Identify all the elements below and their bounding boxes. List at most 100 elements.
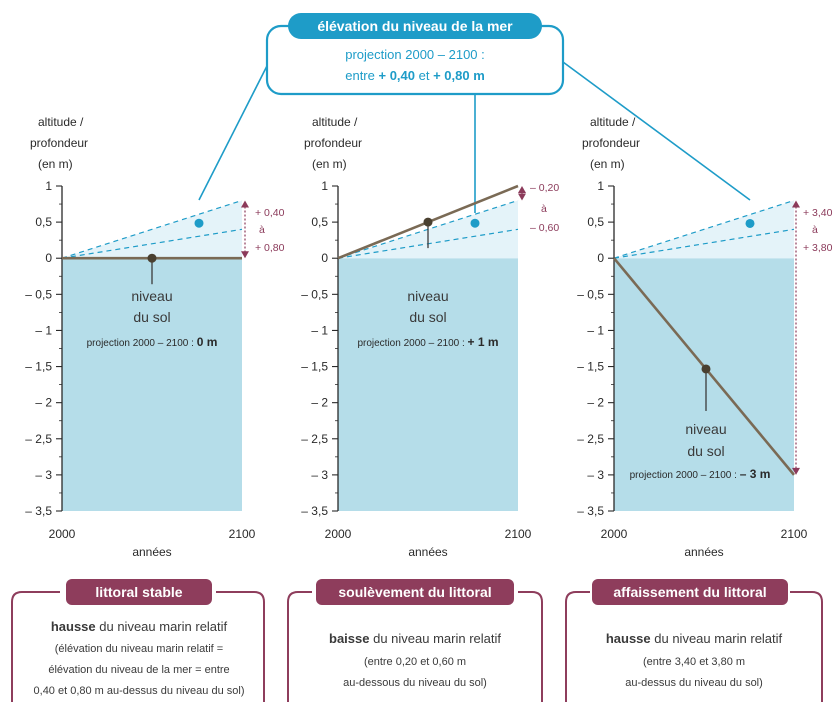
- panel-1-y-tick-label: – 2,5: [25, 432, 52, 446]
- card-1-border-right: [216, 591, 265, 702]
- panel-1-ground-1: niveau: [131, 288, 172, 304]
- panel-3-x-start: 2000: [601, 527, 628, 541]
- panel-1-ann-1: + 0,40: [255, 207, 285, 219]
- card-2-title-bg: [316, 579, 514, 605]
- panel-1-x-end: 2100: [229, 527, 256, 541]
- panel-2-y-tick-label: 0,5: [311, 215, 328, 229]
- panel-1-ground-dot: [147, 253, 157, 263]
- panel-3-delta-arrow-head-bottom: [792, 467, 800, 475]
- panel-2-delta-arrow-head-bottom: [518, 193, 526, 201]
- panel-3-y-tick-label: – 1: [587, 323, 604, 337]
- panel-1-y-tick-label: – 3,5: [25, 504, 52, 518]
- panel-1-delta-arrow-head-top: [241, 200, 249, 208]
- panel-1-ylabel-3: (en m): [38, 157, 73, 171]
- panel-1-y-tick-label: – 1: [35, 323, 52, 337]
- connector-line-1: [198, 59, 271, 201]
- card-3-line-1: (entre 3,40 et 3,80 m: [643, 656, 745, 668]
- panel-2-x-end: 2100: [505, 527, 532, 541]
- card-3-title: affaissement du littoral: [613, 584, 766, 600]
- panel-1-ylabel-2: profondeur: [30, 136, 88, 150]
- panel-3-y-tick-label: – 0,5: [577, 287, 604, 301]
- panel-2-y-tick-label: – 0,5: [301, 287, 328, 301]
- panel-1-ann-2: à: [259, 224, 265, 236]
- panel-3-projection-high: [613, 199, 795, 259]
- panel-3-ground-1: niveau: [685, 421, 726, 437]
- card-1-title: littoral stable: [95, 584, 182, 600]
- panel-2-x-start: 2000: [325, 527, 352, 541]
- panel-3-ann-2: à: [812, 224, 818, 236]
- panel-2-sea-body: [338, 258, 518, 511]
- card-3-border: [565, 591, 590, 702]
- panel-1-y-tick-label: 0,5: [35, 215, 52, 229]
- card-3-border-right: [790, 591, 823, 702]
- panel-3-y-tick-label: – 3: [587, 468, 604, 482]
- card-2-border-right: [518, 591, 543, 702]
- panel-1-projection-low: [61, 228, 243, 259]
- panel-3-projection: projection 2000 – 2100 : – 3 m: [630, 467, 771, 481]
- panel-1-y-tick-label: 1: [45, 179, 52, 193]
- panel-1-projection-high: [61, 199, 243, 259]
- panel-1-y-tick-label: – 0,5: [25, 287, 52, 301]
- panel-3-y-tick-label: – 2: [587, 396, 604, 410]
- banner-line2: entre + 0,40 et + 0,80 m: [345, 68, 485, 83]
- card-1-line-1: (élévation du niveau marin relatif =: [55, 643, 223, 655]
- panel-3-ylabel-3: (en m): [590, 157, 625, 171]
- card-littoral-stable: littoral stable hausse du niveau marin r…: [11, 579, 265, 702]
- card-2-border: [287, 591, 312, 702]
- panel-3-y-tick-label: – 1,5: [577, 360, 604, 374]
- card-2-line-2: au-dessous du niveau du sol): [343, 677, 487, 689]
- panel-1-y-tick-label: – 2: [35, 396, 52, 410]
- panel-3-y-tick-label: 0,5: [587, 215, 604, 229]
- panel-3-texts: altitude / profondeur (en m) niveau du s…: [582, 115, 833, 559]
- panel-2-ann-2: à: [541, 203, 547, 215]
- panel-1-projection: projection 2000 – 2100 : 0 m: [87, 335, 218, 349]
- panel-2-ylabel-2: profondeur: [304, 136, 362, 150]
- panel-3-y-tick-label: – 2,5: [577, 432, 604, 446]
- panel-2-y-tick-label: 0: [321, 251, 328, 265]
- panel-2-sea-marker: [470, 218, 480, 228]
- panel-2-ylabel-1: altitude /: [312, 115, 358, 129]
- banner-value-high: + 0,80 m: [433, 68, 485, 83]
- panel-2-ann-1: – 0,20: [530, 182, 559, 194]
- banner-value-low: + 0,40: [378, 68, 415, 83]
- card-2-headline: baisse du niveau marin relatif: [329, 631, 501, 646]
- panel-1-delta-arrow-head-bottom: [241, 251, 249, 259]
- panel-3-ylabel-2: profondeur: [582, 136, 640, 150]
- panel-3-x-end: 2100: [781, 527, 808, 541]
- panel-2-delta-arrow-head-top: [518, 186, 526, 193]
- panel-3-y-tick-label: 1: [597, 179, 604, 193]
- card-2-title: soulèvement du littoral: [338, 584, 491, 600]
- card-1-headline: hausse du niveau marin relatif: [51, 619, 228, 634]
- panel-3-ground-dot: [701, 364, 711, 374]
- card-affaissement: affaissement du littoral hausse du nivea…: [565, 579, 823, 702]
- panel-3-delta-arrow-head-top: [792, 200, 800, 208]
- panel-2-texts: altitude / profondeur (en m) niveau du s…: [304, 115, 559, 559]
- panel-3-projection-low: [613, 228, 795, 259]
- panel-1-xlabel: années: [132, 545, 171, 559]
- panel-3-ground-2: du sol: [687, 443, 724, 459]
- banner-line2-mid: et: [415, 68, 433, 83]
- panel-3-ann-3: + 3,80: [803, 242, 833, 254]
- panel-3-y-tick-label: 0: [597, 251, 604, 265]
- card-2-line-1: (entre 0,20 et 0,60 m: [364, 656, 466, 668]
- panels: 1 0,5 0 – 0,5 – 1 – 1,5 – 2 – 2,5 – 3 – 3,5 1 0,5 0 –…: [25, 179, 800, 518]
- panel-2-y-tick-label: – 1: [311, 323, 328, 337]
- panel-2-ground-2: du sol: [409, 309, 446, 325]
- panel-2-y-tick-label: 1: [321, 179, 328, 193]
- panel-2-ann-3: – 0,60: [530, 222, 559, 234]
- card-3-line-2: au-dessus du niveau du sol): [625, 677, 763, 689]
- panel-1-y-tick-label: 0: [45, 251, 52, 265]
- panel-1-texts: altitude / profondeur (en m) niveau du s…: [30, 115, 285, 559]
- panel-1-ground-2: du sol: [133, 309, 170, 325]
- panel-3-sea-marker: [745, 218, 755, 228]
- panel-1-x-start: 2000: [49, 527, 76, 541]
- card-1-line-3: 0,40 et 0,80 m au-dessus du niveau du so…: [34, 685, 245, 697]
- panel-2-y-tick-label: – 3,5: [301, 504, 328, 518]
- panel-1-y-tick-label: – 3: [35, 468, 52, 482]
- panel-2-ground-1: niveau: [407, 288, 448, 304]
- banner-title: élévation du niveau de la mer: [317, 18, 513, 34]
- card-1-border: [11, 591, 60, 702]
- panel-2-y-tick-label: – 2: [311, 396, 328, 410]
- panel-2-ground-dot: [423, 217, 433, 227]
